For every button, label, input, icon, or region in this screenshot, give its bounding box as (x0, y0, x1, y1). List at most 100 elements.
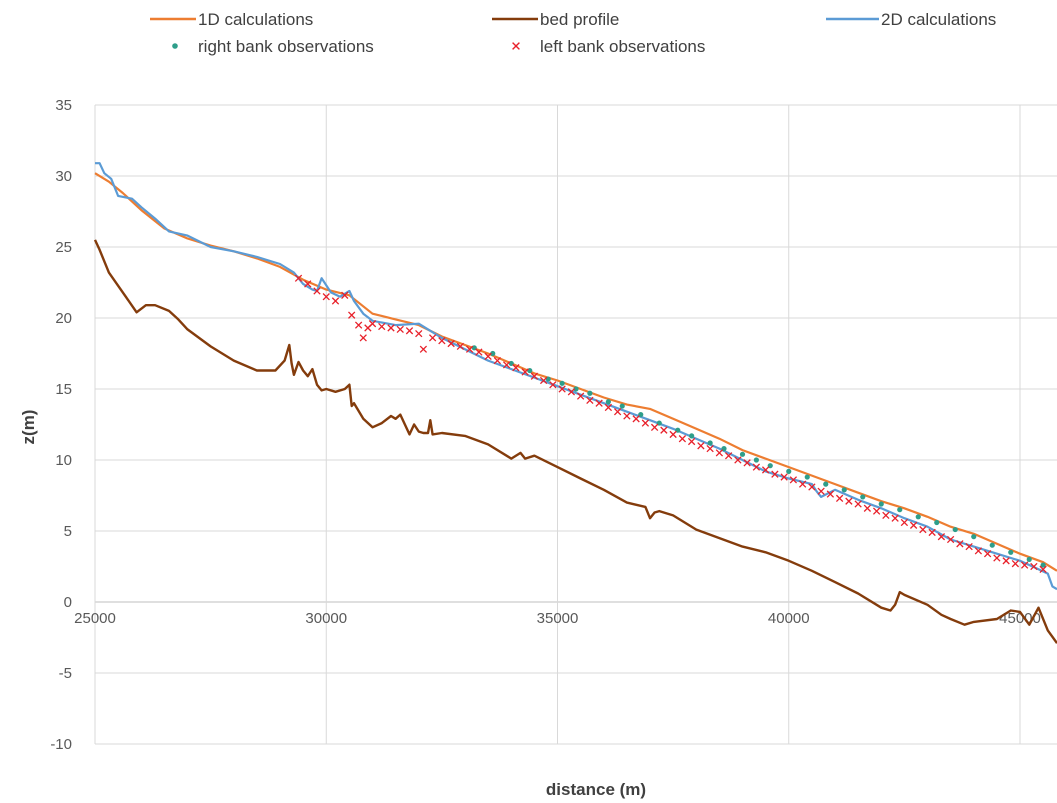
x-tick-label: 25000 (74, 610, 116, 627)
right-bank-observations-point (605, 399, 611, 405)
right-bank-observations-point (860, 494, 866, 500)
left-bank-observations-point (817, 487, 825, 495)
legend-item-right-bank-observations: right bank observations (172, 37, 374, 56)
left-bank-observations-point (502, 361, 511, 369)
left-bank-observations-point (771, 470, 779, 478)
right-bank-observations-point (559, 380, 565, 386)
left-bank-observations-point (348, 311, 356, 319)
y-tick-label: 0 (64, 594, 72, 611)
right-bank-observations-point (841, 487, 847, 493)
left-bank-observations-point (623, 412, 631, 420)
right-bank-observations-point (490, 350, 496, 357)
left-bank-observations-point (1020, 561, 1029, 569)
y-tick-label: 30 (55, 168, 72, 185)
left-bank-observations-point (835, 494, 844, 502)
y-axis-title: z(m) (19, 410, 38, 445)
left-bank-observations-point (965, 542, 973, 551)
legend-swatch (172, 43, 178, 49)
legend-label: 1D calculations (198, 10, 313, 29)
left-bank-observations-point (331, 297, 340, 305)
left-bank-observations-point (368, 320, 377, 328)
x-axis-title: distance (m) (546, 780, 646, 799)
x-tick-label: 40000 (768, 610, 810, 627)
left-bank-observations-point (512, 364, 520, 372)
left-bank-observations-point (956, 540, 964, 548)
left-bank-observations-point (576, 392, 585, 400)
left-bank-observations-point (734, 456, 742, 464)
y-tick-label: 10 (55, 452, 72, 469)
left-bank-observations-point (715, 449, 724, 457)
chart-grid (94, 104, 1057, 745)
left-bank-observations-point (780, 473, 788, 481)
left-bank-observations-point (475, 348, 483, 356)
left-bank-observations-point (863, 504, 872, 512)
left-bank-observations-point (438, 337, 446, 345)
left-bank-observations-point (641, 419, 650, 427)
bed-profile-line (93, 239, 1057, 644)
left-bank-observations-point (558, 385, 566, 393)
right-bank-observations-point (707, 440, 713, 446)
right-bank-observations-point (689, 433, 695, 439)
left-bank-observations-point (493, 356, 502, 365)
left-bank-observations-point (845, 497, 853, 505)
left-bank-observations-point (549, 381, 557, 389)
left-bank-observations-point (294, 274, 303, 282)
right-bank-observations-point (823, 481, 829, 487)
left-bank-observations-point (567, 388, 576, 396)
right-bank-observations-point (587, 390, 593, 396)
left-bank-observations-point (632, 415, 640, 423)
left-bank-observations-point (882, 511, 890, 520)
left-bank-observations-point (678, 435, 687, 443)
left-bank-observations-point (650, 423, 659, 431)
right-bank-observations-point (915, 514, 921, 520)
y-tick-label: 5 (64, 523, 72, 540)
chart-legend: 1D calculations bed profile 2D calculation… (150, 10, 996, 56)
left-bank-observations-point (706, 444, 714, 453)
1d-calculations-line (94, 172, 1057, 572)
y-axis-ticks: 35 30 25 20 15 10 5 0 -5 -10 (50, 97, 72, 753)
left-bank-observations-point (405, 327, 414, 335)
left-bank-observations-point (724, 452, 733, 460)
right-bank-observations-point (934, 519, 940, 526)
chart-series (93, 162, 1057, 644)
legend-label: right bank observations (198, 37, 374, 56)
y-tick-label: 25 (55, 239, 72, 256)
left-bank-observations-point (341, 291, 349, 299)
left-bank-observations-point (1030, 562, 1038, 571)
left-bank-observations-point (613, 408, 622, 416)
left-bank-observations-point (993, 554, 1001, 562)
left-bank-observations-point (595, 399, 603, 407)
left-bank-observations-point (808, 483, 816, 491)
x-tick-label: 35000 (537, 610, 579, 627)
y-tick-label: 20 (55, 310, 72, 327)
legend-item-bed-profile: bed profile (492, 10, 619, 29)
left-bank-observations-point (660, 426, 668, 434)
left-bank-observations-point (387, 324, 395, 332)
right-bank-observations-point (786, 468, 792, 474)
legend-swatch (512, 42, 520, 50)
2d-calculations-line (95, 162, 1057, 591)
left-bank-observations-point (669, 430, 677, 439)
x-tick-label: 30000 (305, 610, 347, 627)
y-tick-label: 35 (55, 97, 72, 114)
left-bank-observations-point (322, 293, 330, 301)
left-bank-observations-point (604, 403, 613, 412)
left-bank-observations-point (419, 345, 428, 353)
right-bank-observations-point (1040, 562, 1046, 568)
left-bank-observations-point (891, 514, 899, 522)
legend-item-1d-calculations: 1D calculations (150, 10, 313, 29)
y-tick-label: -5 (59, 665, 72, 682)
left-bank-observations-point (456, 342, 465, 351)
left-bank-observations-point (761, 466, 770, 474)
left-bank-observations-point (900, 518, 909, 527)
left-bank-observations-point (530, 372, 539, 380)
left-bank-observations-point (484, 352, 492, 360)
left-bank-observations-point (789, 476, 798, 484)
left-bank-observations-point (539, 376, 548, 385)
right-bank-observations-point (897, 507, 903, 513)
left-bank-observations-point (428, 334, 437, 342)
right-bank-observations-point (573, 386, 579, 392)
right-bank-observations-point (619, 403, 625, 409)
left-bank-observations-point (854, 500, 862, 508)
